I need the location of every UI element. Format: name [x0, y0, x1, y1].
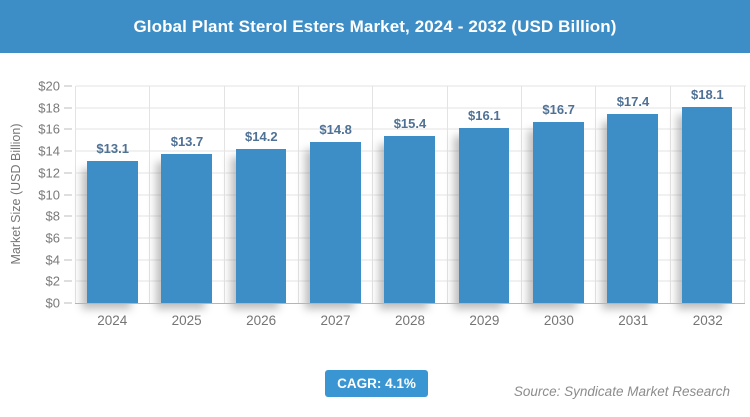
chart-header: Global Plant Sterol Esters Market, 2024 …	[0, 0, 750, 53]
y-tick-label: $6	[45, 230, 60, 246]
bar-2031	[607, 114, 658, 303]
y-tick-label: $20	[38, 78, 60, 94]
h-gridline	[76, 85, 746, 87]
cagr-badge: CAGR: 4.1%	[325, 370, 428, 397]
x-tick-label: 2030	[543, 313, 574, 328]
y-tick-label: $16	[38, 121, 60, 137]
h-gridline	[76, 128, 746, 130]
y-tick-label: $14	[38, 143, 60, 159]
y-tick-label: $0	[45, 295, 60, 311]
bar-2027	[309, 142, 361, 303]
y-tick-label: $10	[38, 187, 60, 202]
y-axis-tickmarks	[0, 85, 75, 304]
bar-value-label: $14.2	[245, 128, 278, 144]
x-tick-label: 2027	[320, 313, 351, 328]
x-tick-label: 2029	[469, 313, 500, 328]
x-axis-labels: 2024 2025 2026 2027 2028 2029 2030 2031 2032	[75, 313, 745, 333]
y-tick-label: $8	[45, 208, 60, 224]
y-tick-label: $2	[45, 273, 60, 289]
y-tick-mark	[64, 107, 72, 109]
bar-2032	[681, 106, 733, 303]
bar-value-label: $16.1	[468, 108, 501, 124]
bar-band-2030: $16.7	[522, 86, 597, 303]
x-tick-label: 2028	[394, 313, 425, 328]
y-tick-label: $18	[38, 100, 60, 116]
y-tick-mark	[64, 85, 72, 87]
cagr-label: CAGR: 4.1%	[337, 376, 416, 391]
y-tick-mark	[64, 150, 72, 152]
bar-band-2028: $15.4	[373, 86, 448, 303]
plot-area: $13.1 $13.7 $14.2 $14.8 $15.4 $16.1 $16.7 $17.4…	[75, 85, 746, 303]
bar-2024	[86, 160, 138, 303]
bar-2030	[532, 121, 584, 303]
x-axis-line	[75, 303, 745, 304]
bar-value-label: $13.7	[170, 134, 204, 150]
bar-value-label: $17.4	[616, 94, 650, 110]
bar-band-2025: $13.7	[150, 86, 225, 303]
y-tick-mark	[64, 128, 72, 130]
chart-title: Global Plant Sterol Esters Market, 2024 …	[133, 16, 617, 36]
y-tick-mark	[64, 259, 72, 261]
bar-band-2029: $16.1	[448, 86, 522, 303]
bar-band-2026: $14.2	[225, 86, 299, 303]
bar-2028	[384, 135, 435, 303]
bar-value-label: $16.7	[542, 101, 575, 117]
y-tick-mark	[64, 172, 72, 174]
x-tick-label: 2026	[246, 313, 277, 328]
y-axis-labels: $0 $2 $4 $6 $8 $10 $12 $14 $16 $18 $20	[0, 79, 62, 311]
y-tick-mark	[64, 194, 72, 195]
bar-value-label: $18.1	[691, 86, 724, 102]
y-tick-label: $12	[38, 165, 60, 181]
y-tick-mark	[64, 280, 72, 282]
bar-2029	[458, 128, 510, 303]
bar-value-label: $14.8	[319, 122, 352, 138]
bar-2025	[161, 154, 212, 303]
bar-2026	[235, 148, 287, 303]
bar-band-2024: $13.1	[76, 86, 151, 303]
bar-band-2032: $18.1	[671, 86, 745, 303]
y-tick-mark	[64, 302, 72, 304]
x-tick-label: 2032	[692, 313, 723, 328]
x-tick-label: 2031	[618, 313, 649, 328]
y-tick-mark	[64, 237, 72, 239]
bar-value-label: $15.4	[393, 115, 427, 131]
bar-band-2031: $17.4	[596, 86, 671, 303]
bar-value-label: $13.1	[96, 140, 129, 156]
h-gridline	[76, 107, 746, 109]
bar-band-2027: $14.8	[299, 86, 374, 303]
x-tick-label: 2024	[97, 313, 128, 328]
x-tick-label: 2025	[171, 313, 202, 328]
y-tick-label: $4	[45, 252, 60, 268]
source-attribution: Source: Syndicate Market Research	[513, 384, 730, 399]
y-tick-mark	[64, 215, 72, 217]
